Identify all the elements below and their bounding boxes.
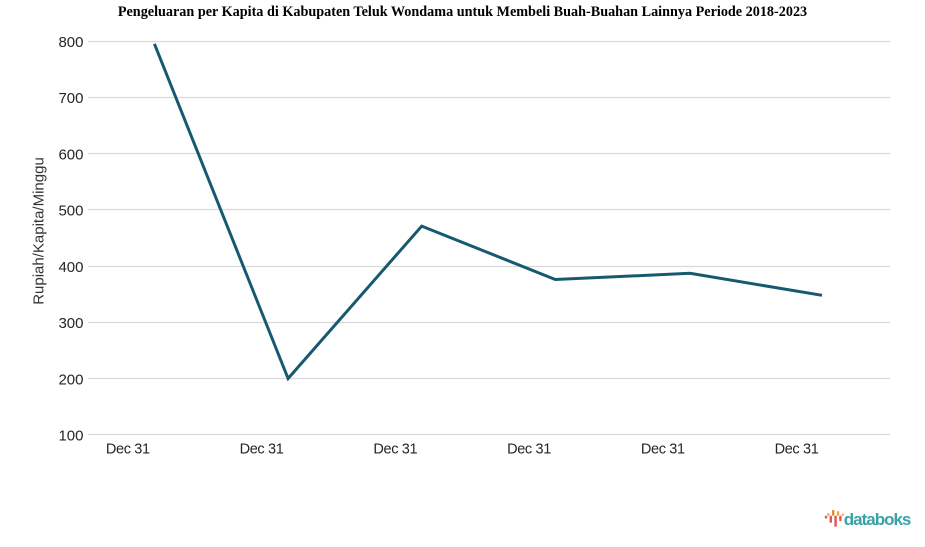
svg-text:400: 400 — [58, 259, 83, 276]
svg-text:Dec 31: Dec 31 — [641, 442, 685, 458]
svg-text:Dec 31: Dec 31 — [106, 442, 150, 458]
svg-text:Pengeluaran per Kapita di Kabu: Pengeluaran per Kapita di Kabupaten Telu… — [118, 4, 807, 20]
svg-text:100: 100 — [58, 428, 83, 445]
svg-text:700: 700 — [58, 90, 83, 107]
svg-text:databoks: databoks — [844, 510, 911, 529]
svg-text:800: 800 — [58, 34, 83, 51]
svg-text:300: 300 — [58, 315, 83, 332]
svg-text:Dec 31: Dec 31 — [240, 442, 284, 458]
svg-text:500: 500 — [58, 203, 83, 220]
svg-text:Dec 31: Dec 31 — [507, 442, 551, 458]
svg-text:Dec 31: Dec 31 — [775, 442, 819, 458]
svg-text:Rupiah/Kapita/Minggu: Rupiah/Kapita/Minggu — [31, 157, 48, 305]
svg-text:Dec 31: Dec 31 — [373, 442, 417, 458]
svg-text:200: 200 — [58, 371, 83, 388]
svg-text:600: 600 — [58, 146, 83, 163]
